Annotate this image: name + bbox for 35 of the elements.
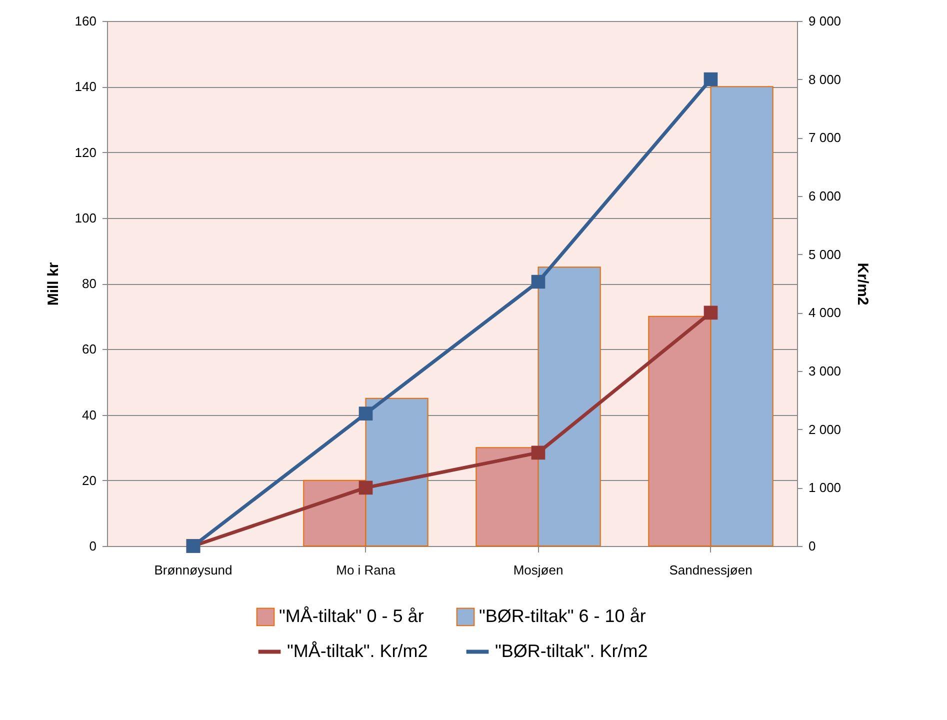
y2-tick-label: 2 000 [808, 422, 842, 437]
y-tick-label: 0 [89, 538, 96, 554]
y-tick-label: 140 [74, 79, 96, 94]
y-tick-label: 120 [74, 144, 96, 160]
y-tick-label: 80 [82, 276, 96, 291]
y2-tick-label: 3 000 [808, 364, 842, 378]
legend-label: "MÅ-tiltak". Kr/m2 [287, 640, 428, 661]
y2-tick-label: 1 000 [808, 480, 842, 496]
x-tick-label: Sandnessjøen [669, 562, 752, 578]
legend-label: "BØR-tiltak" 6 - 10 år [479, 606, 646, 626]
y2-tick-label: 7 000 [808, 130, 842, 146]
x-tick-label: Brønnøysund [154, 562, 232, 578]
y2-tick-label: 8 000 [808, 72, 842, 87]
y-axis-title: Mill kr [44, 262, 62, 306]
legend-label: "BØR-tiltak". Kr/m2 [495, 640, 648, 661]
y-tick-label: 160 [74, 14, 96, 28]
y2-tick-label: 0 [808, 538, 816, 554]
y2-tick-label: 4 000 [808, 305, 842, 320]
point [704, 306, 718, 320]
y-tick-label: 20 [82, 472, 96, 488]
y-tick-label: 40 [82, 407, 96, 422]
point [358, 480, 373, 495]
x-tick-label: Mosjøen [513, 562, 564, 578]
y2-axis-title: Kr/m2 [854, 262, 872, 306]
point [531, 274, 546, 289]
y2-tick-label: 5 000 [808, 246, 842, 262]
legend-label: "MÅ-tiltak" 0 - 5 år [279, 606, 424, 626]
y2-tick-label: 6 000 [808, 188, 842, 204]
x-tick-label: Mo i Rana [336, 562, 396, 578]
point [358, 406, 373, 420]
y2-tick-label: 9 000 [808, 14, 842, 28]
y-tick-label: 60 [82, 342, 96, 357]
point [704, 72, 718, 86]
point [531, 446, 546, 460]
y-tick-label: 100 [74, 210, 96, 226]
